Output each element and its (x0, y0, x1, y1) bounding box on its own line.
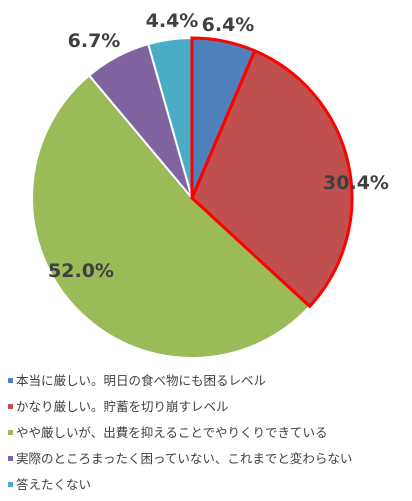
highlight-layer (190, 36, 354, 309)
legend-swatch-1 (8, 404, 13, 409)
slice-no-trouble-data-label: 6.7% (68, 30, 121, 52)
legend-label-3: 実際のところまったく困っていない、これまでと変わらない (16, 451, 352, 466)
slice-severe-data-label: 6.4% (202, 14, 255, 36)
legend-swatch-3 (8, 456, 13, 461)
legend-label-0: 本当に厳しい。明日の食べ物にも困るレベル (16, 373, 266, 388)
slice-very-hard-highlight (190, 48, 354, 309)
legend-label-4: 答えたくない (16, 477, 91, 492)
legend-label-2: やや厳しいが、出費を抑えることでやりくりできている (16, 425, 328, 440)
legend: 本当に厳しい。明日の食べ物にも困るレベルかなり厳しい。貯蓄を切り崩すレベルやや厳… (8, 373, 352, 492)
slice-no-answer-data-label: 4.4% (146, 10, 199, 32)
slice-very-hard-data-label: 30.4% (323, 172, 389, 194)
legend-swatch-0 (8, 378, 13, 383)
slice-somewhat-hard-data-label: 52.0% (48, 260, 114, 282)
legend-label-1: かなり厳しい。貯蓄を切り崩すレベル (16, 399, 229, 414)
legend-swatch-2 (8, 430, 13, 435)
legend-swatch-4 (8, 482, 13, 487)
data-labels-layer: 6.4% 30.4% 52.0% 6.7% 4.4% (48, 10, 389, 282)
slice-somewhat-hard (31, 74, 312, 359)
